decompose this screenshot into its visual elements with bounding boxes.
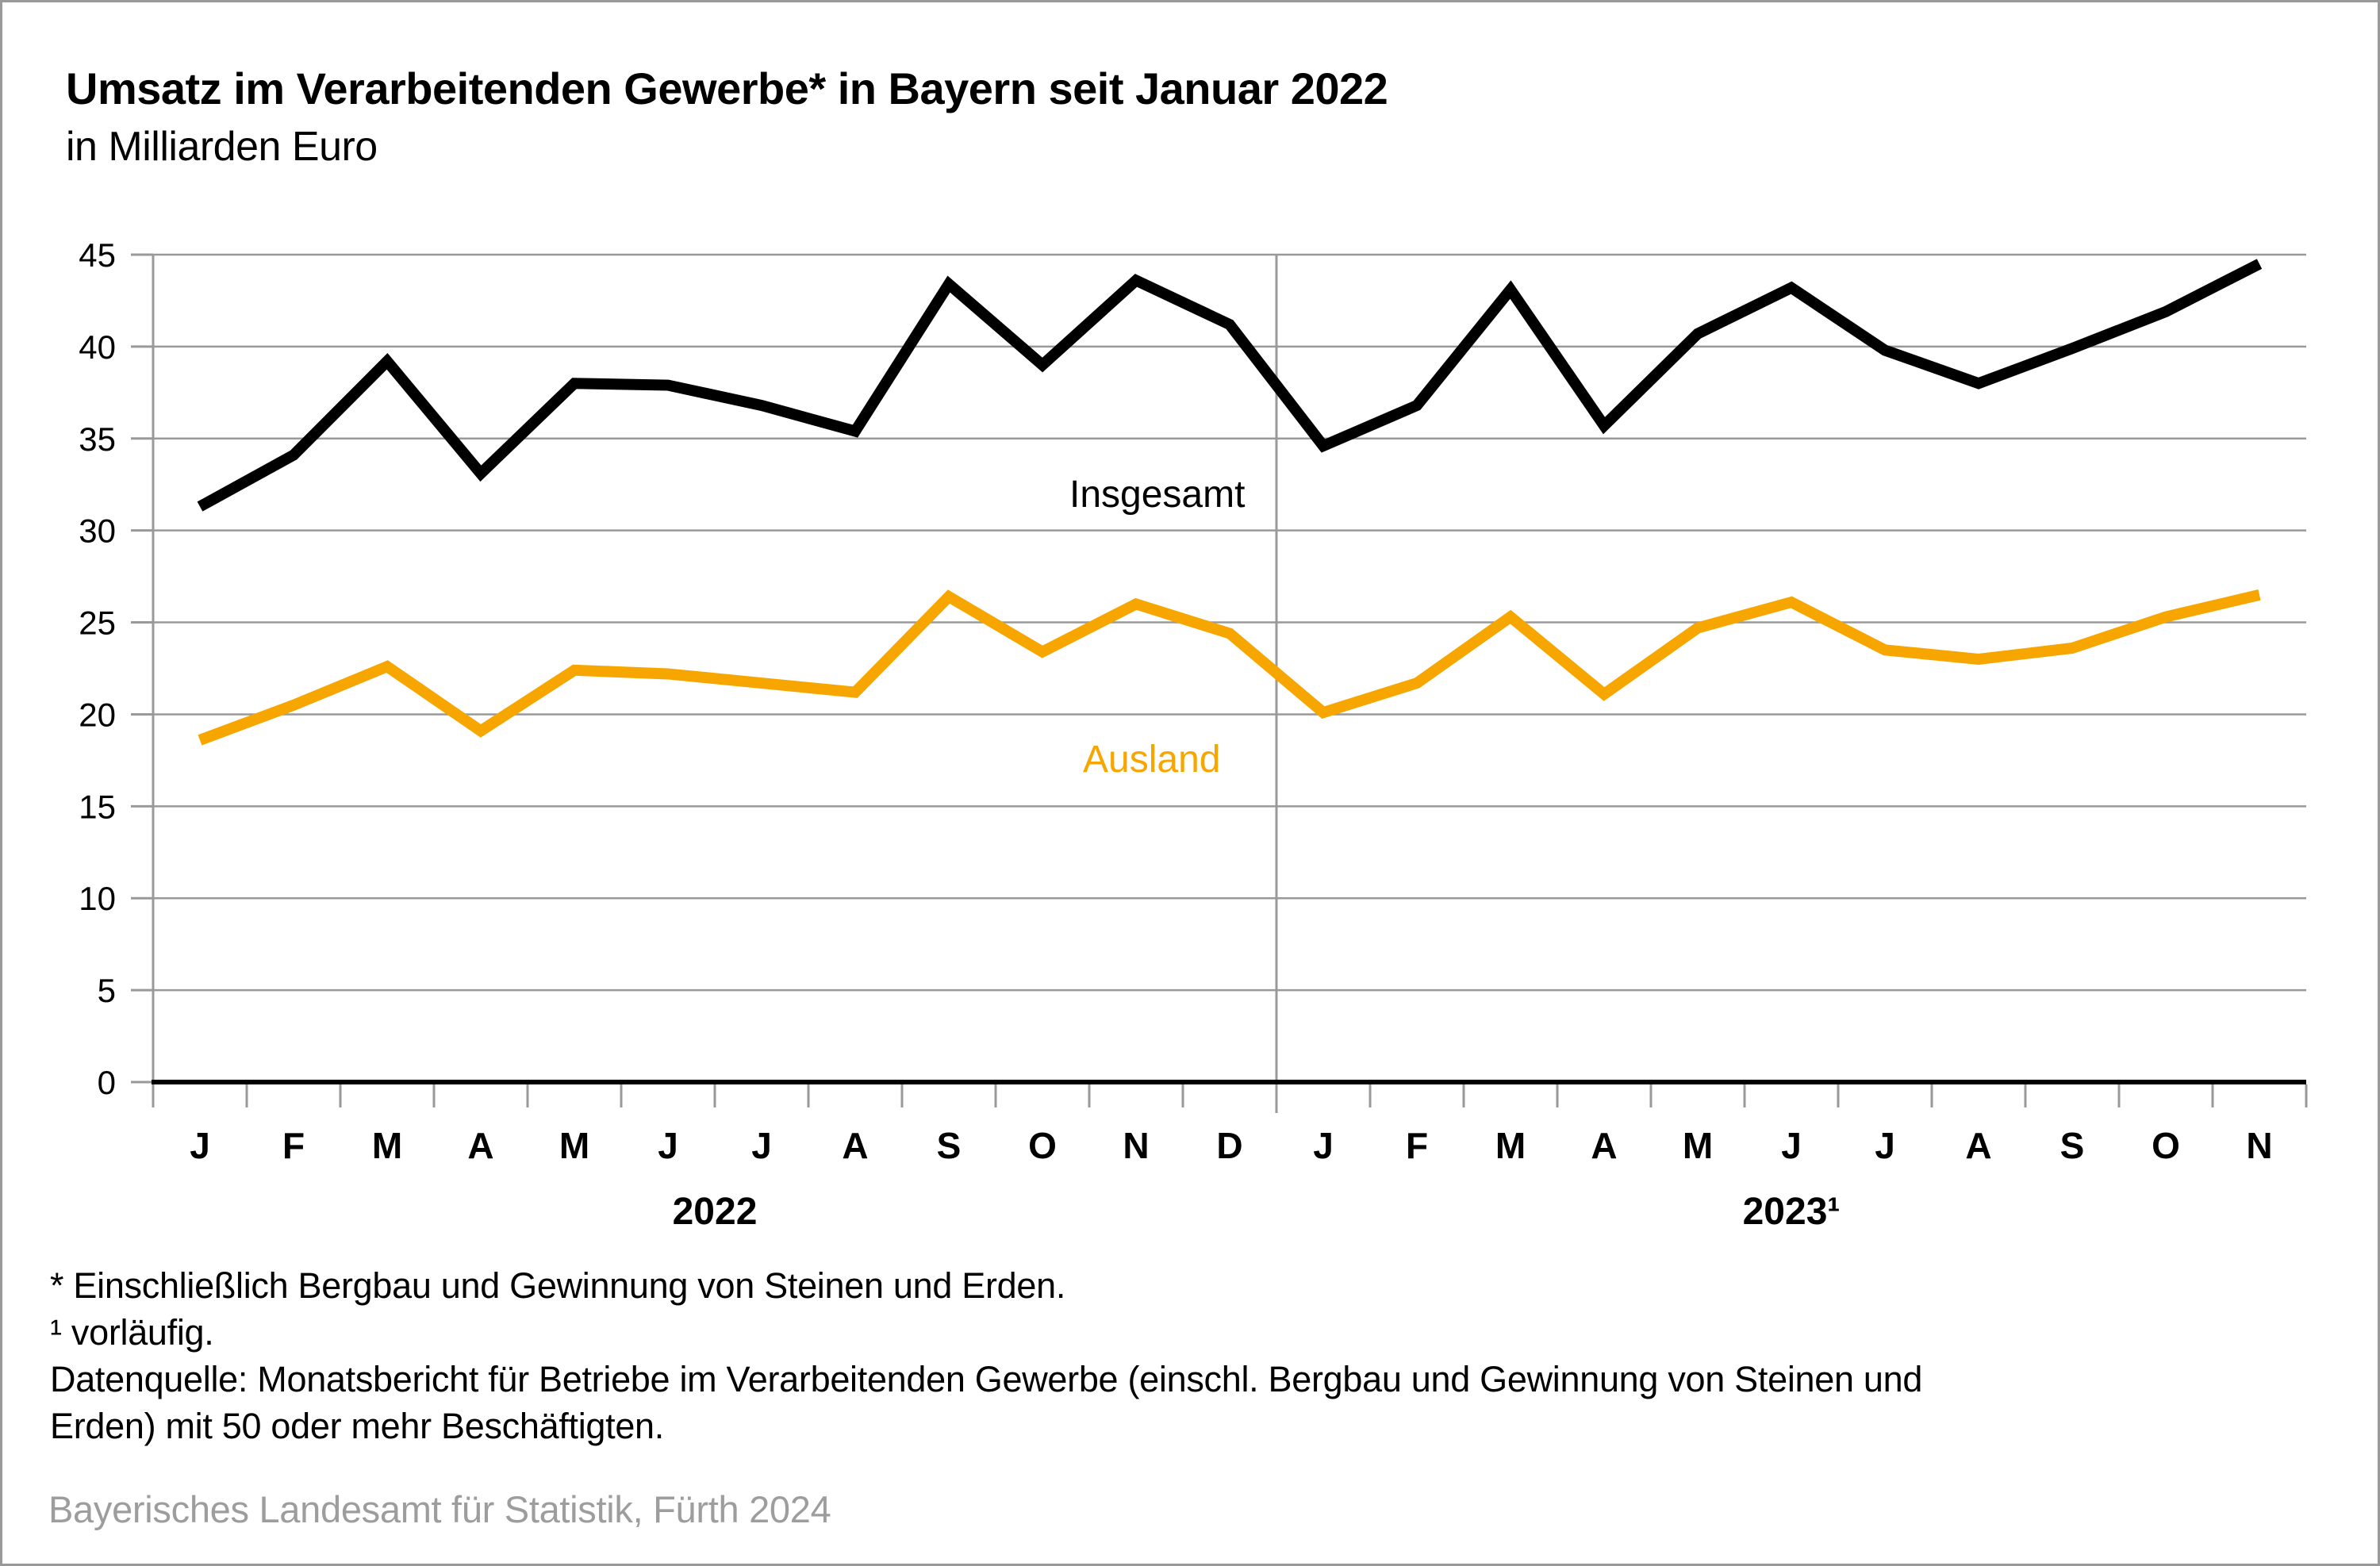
month-label: J xyxy=(190,1125,210,1166)
month-label: A xyxy=(842,1125,868,1166)
month-label: F xyxy=(1406,1125,1428,1166)
series-ausland-line xyxy=(198,589,2261,746)
footnotes: * Einschließlich Bergbau und Gewinnung v… xyxy=(50,1262,1922,1449)
series-insgesamt-line xyxy=(197,259,2263,512)
month-label: M xyxy=(1495,1125,1526,1166)
footnote-line: Erden) mit 50 oder mehr Beschäftigten. xyxy=(50,1406,664,1446)
month-label: J xyxy=(1875,1125,1895,1166)
month-label: M xyxy=(372,1125,402,1166)
month-label: M xyxy=(559,1125,589,1166)
month-label: J xyxy=(1313,1125,1334,1166)
source-credit: Bayerisches Landesamt für Statistik, Für… xyxy=(48,1488,831,1530)
y-axis-label: 45 xyxy=(79,236,116,274)
month-label: N xyxy=(1123,1125,1149,1166)
series-label-insgesamt: Insgesamt xyxy=(1069,474,1245,516)
y-axis-label: 5 xyxy=(98,972,116,1009)
chart-subtitle: in Milliarden Euro xyxy=(66,124,378,170)
month-label: O xyxy=(2152,1125,2180,1166)
y-axis-label: 15 xyxy=(79,788,116,825)
y-axis-label: 30 xyxy=(79,512,116,550)
y-axis-label: 40 xyxy=(79,328,116,366)
month-label: J xyxy=(1781,1125,1802,1166)
month-label: A xyxy=(467,1125,493,1166)
footnote-line: * Einschließlich Bergbau und Gewinnung v… xyxy=(50,1265,1066,1306)
y-axis-label: 20 xyxy=(79,696,116,733)
y-axis-label: 0 xyxy=(98,1064,116,1101)
y-axis-label: 35 xyxy=(79,420,116,458)
footnote-line: Datenquelle: Monatsbericht für Betriebe … xyxy=(50,1359,1923,1399)
y-axis-label: 10 xyxy=(79,880,116,917)
footnote-line: ¹ vorläufig. xyxy=(50,1312,214,1353)
month-label: S xyxy=(937,1125,962,1166)
month-label: S xyxy=(2060,1125,2085,1166)
month-label: O xyxy=(1028,1125,1057,1166)
series-label-ausland: Ausland xyxy=(1083,739,1220,781)
month-label: D xyxy=(1216,1125,1242,1166)
month-label: A xyxy=(1965,1125,1991,1166)
month-label: A xyxy=(1591,1125,1617,1166)
y-axis-label: 25 xyxy=(79,605,116,642)
year-label: 2023¹ xyxy=(1743,1191,1841,1233)
month-label: J xyxy=(751,1125,772,1166)
month-label: J xyxy=(658,1125,678,1166)
chart-title: Umsatz im Verarbeitenden Gewerbe* in Bay… xyxy=(66,63,1388,113)
month-label: F xyxy=(282,1125,305,1166)
year-label: 2022 xyxy=(673,1191,758,1233)
month-label: N xyxy=(2246,1125,2272,1166)
month-label: M xyxy=(1683,1125,1713,1166)
